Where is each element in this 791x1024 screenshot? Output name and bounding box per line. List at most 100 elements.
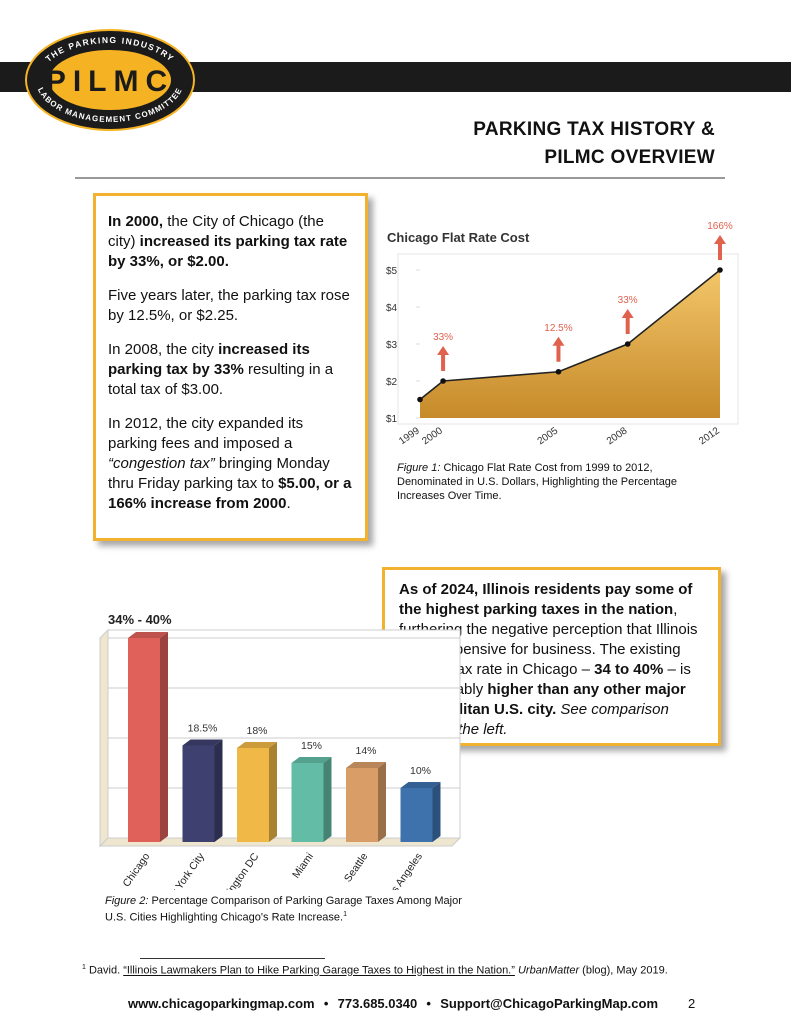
value-label: 34% - 40% <box>108 612 172 627</box>
x-tick-label: Seattle <box>342 851 371 885</box>
text-run: Figure 1: <box>397 462 441 474</box>
text-run: “Illinois Lawmakers Plan to Hike Parking… <box>123 964 515 977</box>
y-tick-label: $3 <box>386 340 398 351</box>
value-label: 10% <box>410 765 431 777</box>
x-tick-label: 1999 <box>397 425 422 447</box>
bar-top <box>237 742 277 748</box>
page-title: PARKING TAX HISTORY & PILMC OVERVIEW <box>473 116 715 172</box>
text-run: “congestion tax” <box>108 455 215 472</box>
bar-top <box>128 632 168 638</box>
text-run: In 2000, <box>108 213 164 230</box>
bar-top <box>400 782 441 788</box>
bar-side <box>160 632 168 842</box>
footer-separator: • <box>426 996 431 1011</box>
x-tick-label: 2005 <box>536 425 561 447</box>
text-run: increased its parking tax rate by 33%, o… <box>108 233 348 270</box>
bar <box>237 748 269 842</box>
text-run: As of 2024, Illinois residents pay some … <box>399 581 693 618</box>
annotation-arrow <box>621 309 634 334</box>
text-run: bringing Monday thru Friday parking tax … <box>108 455 330 492</box>
footer-separator: • <box>323 996 329 1011</box>
annotation-label: 33% <box>618 295 638 306</box>
text-run: (blog), May 2019. <box>579 964 668 977</box>
x-tick-label: 2008 <box>605 425 630 447</box>
y-tick-label: $5 <box>386 266 398 277</box>
text-run: David. <box>85 964 124 977</box>
bar-top <box>182 739 223 746</box>
annotation-arrow <box>714 235 726 260</box>
header-graphic: THE PARKING INDUSTRY LABOR MANAGEMENT CO… <box>0 29 791 131</box>
side-wall <box>99 628 109 848</box>
title-rule <box>75 177 725 179</box>
text-run: 1 <box>343 911 348 918</box>
text-run: UrbanMatter <box>517 964 580 977</box>
text-run: 34 to 40% <box>594 661 664 678</box>
paragraph: In 2012, the city expanded its parking f… <box>108 414 355 514</box>
logo-name: PILMC <box>46 65 174 98</box>
footer-email[interactable]: Support@ChicagoParkingMap.com <box>440 996 659 1011</box>
footnote-rule <box>140 958 325 959</box>
value-label: 18.5% <box>188 723 218 735</box>
point <box>624 341 631 347</box>
history-box: In 2000, the City of Chicago (the city) … <box>93 193 368 541</box>
text-run: the City of Chicago (the city) <box>108 213 324 250</box>
bar <box>182 745 215 842</box>
title-line: PILMC OVERVIEW <box>544 147 715 168</box>
annotation-label: 33% <box>433 332 453 343</box>
figure-caption: Figure 2: Percentage Comparison of Parki… <box>105 894 465 925</box>
annotation-arrow <box>552 336 565 362</box>
point <box>555 368 562 375</box>
bar-side <box>214 739 223 842</box>
annotation-label: 166% <box>707 221 733 232</box>
bar-side <box>269 742 277 842</box>
x-tick-label: Los Angeles <box>382 851 425 890</box>
text-run: . <box>286 495 291 512</box>
value-label: 15% <box>301 740 322 752</box>
text-run: resulting in a total tax of $3.00. <box>108 361 334 398</box>
footer-phone: 773.685.0340 <box>337 996 418 1011</box>
text-run: In 2012, the city expanded its parking f… <box>108 415 304 452</box>
x-tick-label: 2000 <box>420 425 445 447</box>
x-tick-label: Washington DC <box>210 851 262 890</box>
x-tick-label: 2012 <box>697 425 722 447</box>
x-tick-label: Chicago <box>121 851 153 890</box>
figure-caption: Figure 1: Chicago Flat Rate Cost from 19… <box>397 461 717 503</box>
x-tick-label: Miami <box>290 851 316 881</box>
point <box>440 378 446 384</box>
text-run: increased its parking tax by 33% <box>108 341 310 378</box>
bar-top <box>346 762 386 768</box>
area <box>420 270 720 418</box>
point <box>417 396 423 403</box>
text-run: 1 <box>82 964 86 971</box>
footnote: 1 David. “Illinois Lawmakers Plan to Hik… <box>82 964 668 977</box>
paragraph: In 2008, the city increased its parking … <box>108 340 355 400</box>
logo-center <box>47 48 173 112</box>
bar <box>291 763 324 842</box>
text-run: Percentage Comparison of Parking Garage … <box>105 895 462 924</box>
text-run: Figure 2: <box>105 895 149 907</box>
y-tick-label: $2 <box>386 377 398 388</box>
rate-chart: Chicago Flat Rate Cost $1 $2 $3 $4 $5 19992000… <box>386 221 739 447</box>
paragraph: Five years later, the parking tax rose b… <box>108 286 355 326</box>
bar-side <box>432 782 441 842</box>
bar-side <box>378 762 386 842</box>
bar-top <box>291 757 332 763</box>
annotation-arrow <box>437 346 450 371</box>
footer: www.chicagoparkingmap.com • 773.685.0340… <box>128 996 658 1011</box>
point <box>717 267 723 273</box>
bar <box>346 768 378 842</box>
footer-website[interactable]: www.chicagoparkingmap.com <box>128 996 315 1011</box>
page-number: 2 <box>688 996 696 1011</box>
comparison-chart: 34% - 40% Chicago 18.5% New York City 18% Was… <box>98 612 462 890</box>
chart-title: Chicago Flat Rate Cost <box>387 230 530 245</box>
title-line: PARKING TAX HISTORY & <box>473 119 715 140</box>
y-tick-label: $4 <box>386 303 398 314</box>
value-label: 14% <box>355 745 376 757</box>
value-label: 18% <box>246 725 267 737</box>
text-run: $5.00, or a 166% increase from 2000 <box>108 475 352 512</box>
bar <box>128 638 160 842</box>
y-tick-label: $1 <box>386 414 398 425</box>
text-run: Chicago Flat Rate Cost from 1999 to 2012… <box>397 462 678 502</box>
bar <box>400 788 433 842</box>
